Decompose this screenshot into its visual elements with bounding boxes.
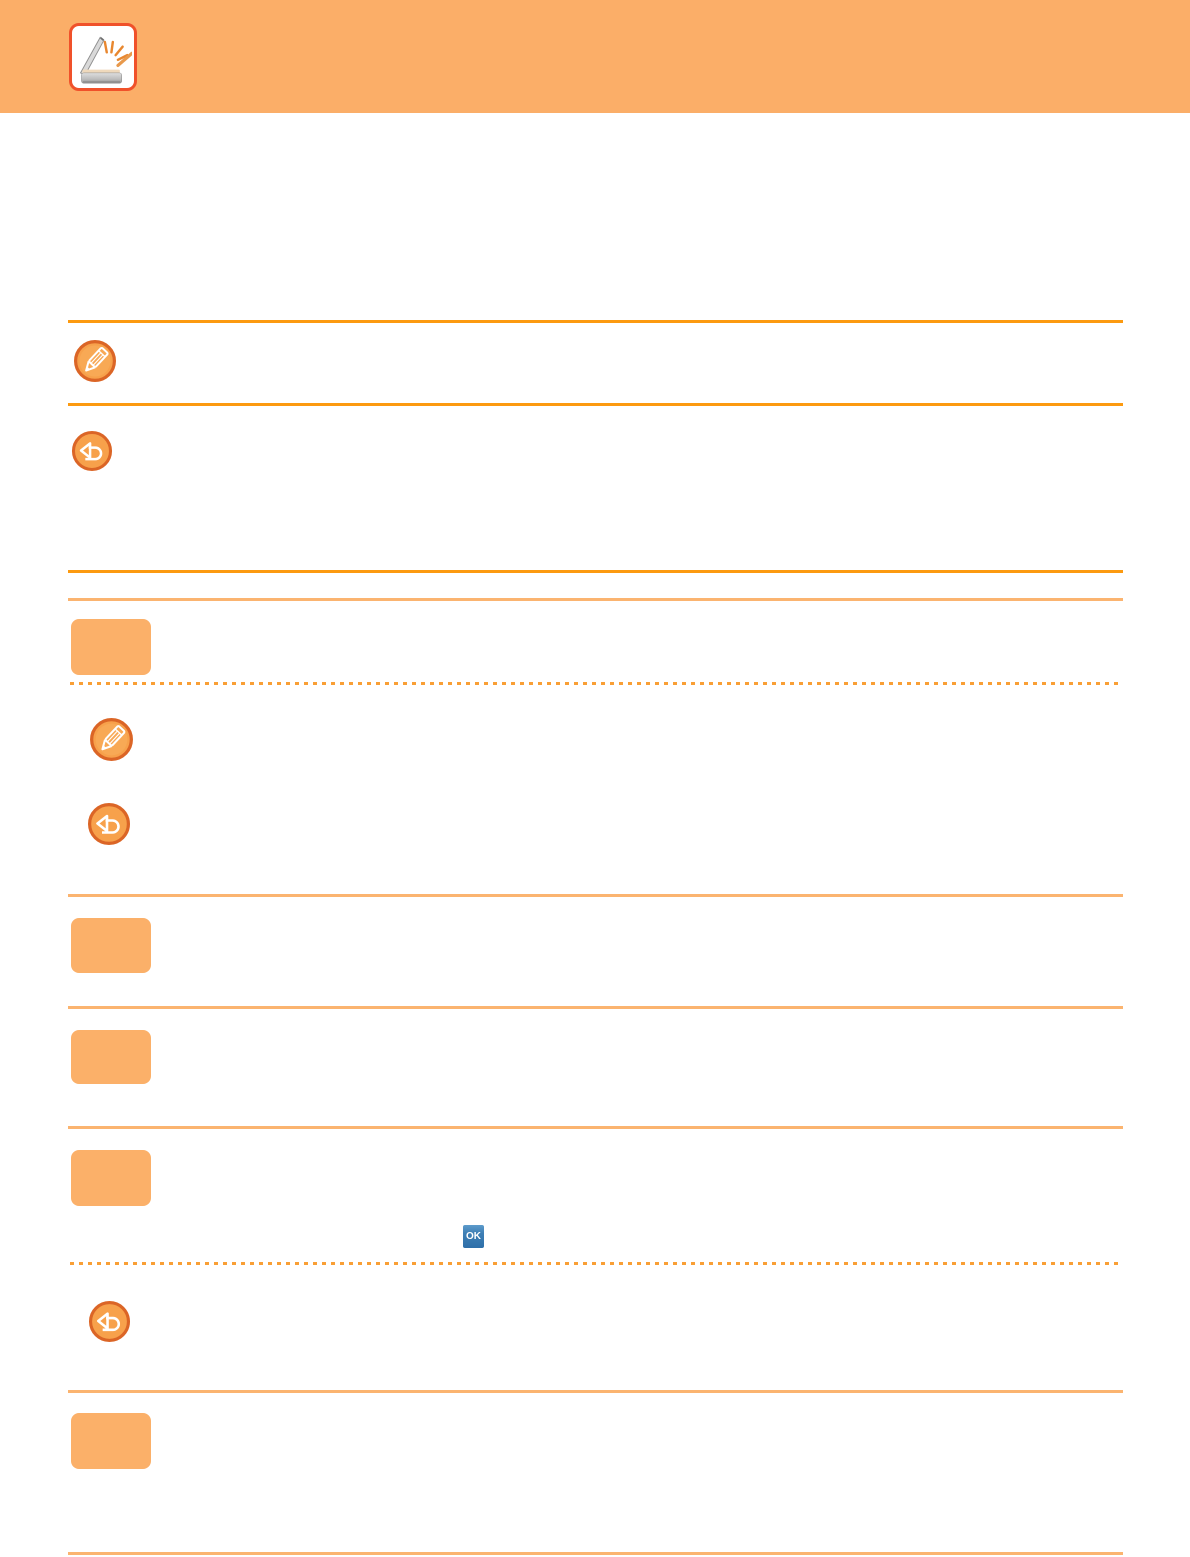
- pencil-note-icon: [73, 339, 117, 383]
- section-divider-dark: [68, 570, 1123, 573]
- divider-dark-after-note: [68, 403, 1123, 406]
- header-bar: [0, 0, 1190, 113]
- back-arrow-icon: [88, 1300, 131, 1343]
- section-divider-light: [68, 598, 1123, 601]
- page-bottom-divider: [68, 1552, 1123, 1555]
- step-number-box-4: [71, 1150, 151, 1206]
- scanner-app-tile: [69, 23, 137, 91]
- step-divider-2: [68, 894, 1123, 897]
- step-divider-5: [68, 1390, 1123, 1393]
- scanner-icon: [74, 28, 132, 86]
- divider-dark-top: [68, 320, 1123, 323]
- ok-button: OK: [463, 1225, 484, 1248]
- step-number-box-2: [71, 918, 151, 973]
- step-number-box-1: [71, 619, 151, 675]
- step-number-box-5: [71, 1413, 151, 1469]
- step-divider-4: [68, 1126, 1123, 1129]
- back-arrow-icon: [87, 802, 131, 846]
- dashed-divider-1: [70, 682, 1123, 685]
- pencil-note-icon: [89, 717, 134, 762]
- dashed-divider-2: [70, 1262, 1123, 1265]
- step-number-box-3: [71, 1030, 151, 1084]
- step-divider-3: [68, 1006, 1123, 1009]
- back-arrow-icon: [71, 430, 113, 472]
